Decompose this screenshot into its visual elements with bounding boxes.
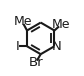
Text: Me: Me <box>52 18 71 31</box>
Text: I: I <box>16 40 20 53</box>
Text: N: N <box>52 40 62 53</box>
Text: Br: Br <box>29 56 43 69</box>
Text: Me: Me <box>14 15 32 28</box>
